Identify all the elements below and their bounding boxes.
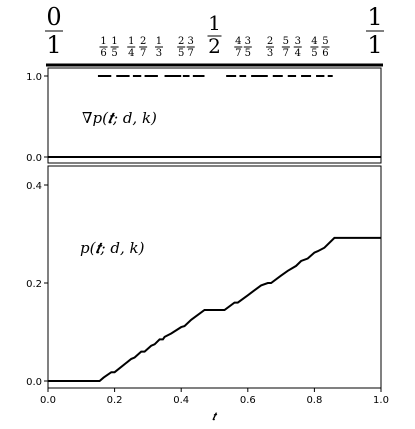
fraction-label-numerator: 4 bbox=[235, 36, 241, 47]
fraction-label-numerator: 0 bbox=[46, 3, 61, 31]
fraction-label-numerator: 4 bbox=[311, 36, 317, 47]
fraction-label-numerator: 2 bbox=[267, 36, 273, 47]
fraction-label-denominator: 4 bbox=[295, 48, 301, 59]
fraction-label-numerator: 2 bbox=[178, 36, 184, 47]
fraction-label-denominator: 7 bbox=[140, 48, 146, 59]
x-tick-label: 0.4 bbox=[173, 395, 189, 406]
fraction-label-numerator: 1 bbox=[128, 36, 134, 47]
x-tick-label: 0.0 bbox=[40, 395, 56, 406]
fraction-label-numerator: 1 bbox=[156, 36, 162, 47]
fraction-label-denominator: 7 bbox=[188, 48, 194, 59]
cdf-panel: p(𝒕; d, k) 𝒕 0.0 0.2 0.4 0.6 0.8 1.0 0.0 0.2 0.4 bbox=[26, 165, 389, 423]
fraction-label-numerator: 1 bbox=[111, 36, 117, 47]
gradient-panel-frame bbox=[47, 67, 382, 164]
gradient-panel-annotation: ∇p(𝒕; d, k) bbox=[82, 109, 157, 127]
fraction-label-denominator: 7 bbox=[235, 48, 241, 59]
fraction-label-numerator: 3 bbox=[245, 36, 251, 47]
x-tick-label: 0.8 bbox=[306, 395, 322, 406]
fraction-label-denominator: 7 bbox=[283, 48, 289, 59]
x-axis-label: 𝒕 bbox=[212, 410, 218, 423]
fraction-label-denominator: 4 bbox=[128, 48, 134, 59]
x-tick-label: 1.0 bbox=[373, 395, 389, 406]
fraction-label-numerator: 1 bbox=[100, 36, 106, 47]
fraction-label-denominator: 6 bbox=[322, 48, 328, 59]
gradient-y-tick-label: 1.0 bbox=[26, 72, 42, 83]
fraction-label-numerator: 5 bbox=[322, 36, 328, 47]
cdf-panel-annotation: p(𝒕; d, k) bbox=[80, 239, 145, 257]
fraction-label-denominator: 5 bbox=[311, 48, 317, 59]
fraction-label-numerator: 3 bbox=[188, 36, 194, 47]
x-tick-label: 0.2 bbox=[107, 395, 123, 406]
y-tick-label: 0.4 bbox=[26, 181, 42, 192]
fraction-label-denominator: 1 bbox=[367, 31, 382, 59]
fraction-label-numerator: 1 bbox=[208, 11, 221, 35]
fraction-label-denominator: 3 bbox=[156, 48, 162, 59]
gradient-panel: ∇p(𝒕; d, k) 0.0 1.0 bbox=[26, 67, 382, 164]
fraction-label-denominator: 6 bbox=[100, 48, 106, 59]
fraction-label-numerator: 1 bbox=[367, 3, 382, 31]
fraction-label-denominator: 5 bbox=[178, 48, 184, 59]
fraction-label-numerator: 2 bbox=[140, 36, 146, 47]
fraction-label-numerator: 5 bbox=[283, 36, 289, 47]
fraction-label-denominator: 5 bbox=[111, 48, 117, 59]
y-tick-label: 0.0 bbox=[26, 377, 42, 388]
fraction-label-denominator: 3 bbox=[267, 48, 273, 59]
fraction-label-denominator: 1 bbox=[46, 31, 61, 59]
x-tick-label: 0.6 bbox=[240, 395, 256, 406]
fraction-label-numerator: 3 bbox=[295, 36, 301, 47]
gradient-y-tick-label: 0.0 bbox=[26, 153, 42, 164]
fraction-label-denominator: 5 bbox=[245, 48, 251, 59]
fraction-label-denominator: 2 bbox=[208, 34, 221, 58]
cdf-series-line bbox=[48, 236, 381, 382]
cdf-panel-frame bbox=[47, 165, 382, 389]
y-tick-label: 0.2 bbox=[26, 279, 42, 290]
